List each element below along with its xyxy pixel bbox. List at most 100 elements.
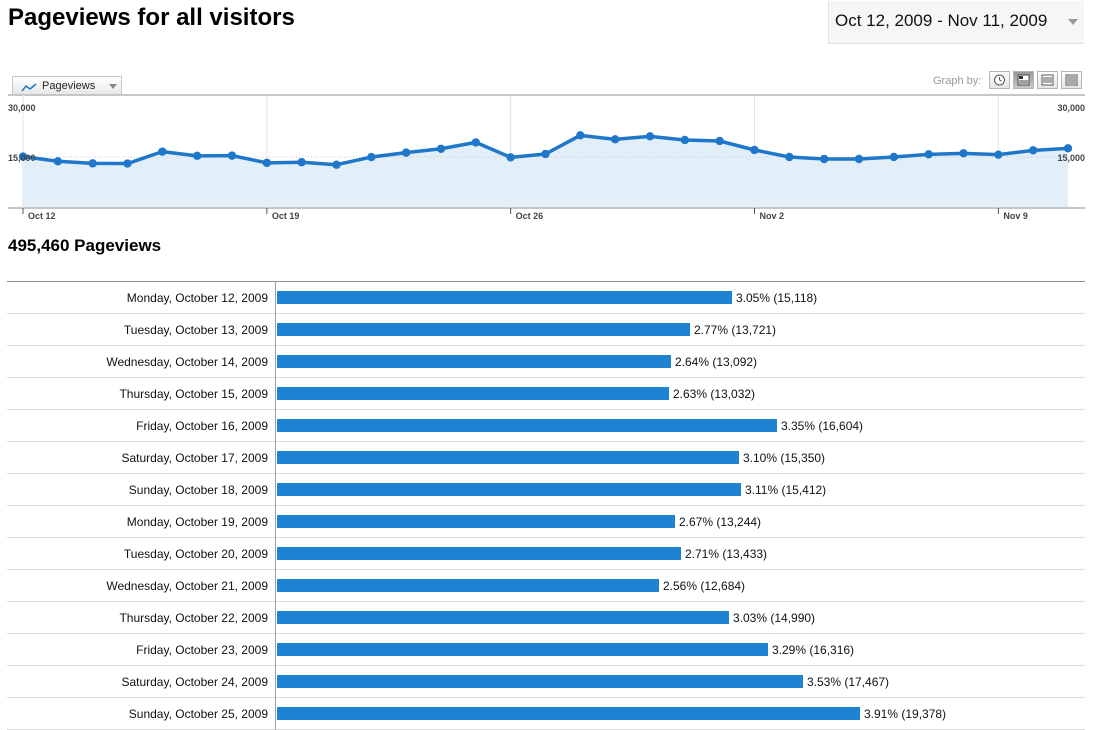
chart-point — [854, 154, 864, 164]
chart-point — [53, 157, 63, 166]
graph-by-label: Graph by: — [933, 75, 982, 87]
row-value: 3.11% (15,412) — [745, 483, 827, 497]
chart-point — [924, 150, 933, 159]
row-bar — [277, 355, 671, 368]
row-date-label: Tuesday, October 13, 2009 — [123, 323, 268, 337]
row-value: 3.53% (17,467) — [807, 675, 890, 689]
chevron-down-icon — [1068, 19, 1078, 25]
row-divider — [275, 602, 276, 634]
chart-point — [436, 144, 446, 153]
pageviews-line-chart: 30,000 15,000 30,000 15,000 Oct 12 Oct 19 Oct … — [8, 94, 1085, 221]
chart-point — [680, 135, 690, 145]
row-date-label: Sunday, October 18, 2009 — [128, 483, 268, 497]
row-value: 3.35% (16,604) — [781, 419, 864, 433]
x-tick-label: Oct 26 — [516, 211, 544, 221]
row-date-label: Wednesday, October 14, 2009 — [106, 355, 268, 369]
row-bar — [277, 291, 732, 304]
y-tick-label-left: 30,000 — [8, 103, 36, 113]
graph-by-hour-button[interactable] — [989, 71, 1010, 89]
chevron-down-icon — [109, 84, 117, 89]
metric-select[interactable]: Pageviews — [12, 76, 122, 94]
graph-by-month-button[interactable] — [1061, 71, 1082, 89]
chart-point — [158, 147, 167, 156]
row-date-label: Monday, October 12, 2009 — [126, 291, 268, 305]
chart-point — [401, 148, 411, 157]
row-divider — [275, 538, 276, 570]
total-pageviews: 495,460 Pageviews — [8, 236, 162, 255]
chart-point — [994, 150, 1003, 159]
row-bar — [277, 675, 803, 688]
row-value: 2.56% (12,684) — [663, 579, 746, 593]
table-row: Saturday, October 17, 2009 3.10% (15,350) — [7, 442, 1085, 474]
row-date-label: Wednesday, October 21, 2009 — [106, 579, 268, 593]
row-divider — [275, 378, 276, 410]
table-row: Thursday, October 22, 2009 3.03% (14,990) — [7, 602, 1085, 634]
row-bar — [277, 483, 741, 496]
row-divider — [275, 698, 276, 730]
graph-by-day-button[interactable] — [1013, 71, 1034, 89]
chart-point — [262, 158, 272, 168]
table-row: Wednesday, October 21, 2009 2.56% (12,684… — [7, 570, 1085, 602]
chart-point — [959, 149, 968, 158]
chart-point — [610, 135, 620, 144]
row-value: 3.03% (14,990) — [733, 611, 816, 625]
row-value: 2.67% (13,244) — [679, 515, 762, 529]
row-date-label: Thursday, October 22, 2009 — [119, 611, 268, 625]
table-row: Monday, October 19, 2009 2.67% (13,244) — [7, 506, 1085, 538]
week-view-icon — [1041, 74, 1054, 86]
row-value: 3.10% (15,350) — [743, 451, 826, 465]
clock-icon — [994, 74, 1005, 86]
chart-point — [332, 160, 341, 169]
row-date-label: Saturday, October 24, 2009 — [121, 675, 268, 689]
metric-select-label: Pageviews — [42, 80, 96, 92]
table-row: Sunday, October 18, 2009 3.11% (15,412) — [7, 474, 1085, 506]
chart-point — [645, 132, 655, 141]
chart-point — [541, 149, 550, 159]
row-divider — [275, 346, 276, 378]
row-bar — [277, 515, 675, 528]
row-divider — [275, 282, 276, 314]
x-tick-label: Nov 9 — [1003, 211, 1028, 221]
table-row: Sunday, October 25, 2009 3.91% (19,378) — [7, 698, 1085, 730]
row-value: 3.29% (16,316) — [772, 643, 855, 657]
row-date-label: Thursday, October 15, 2009 — [119, 387, 268, 401]
chart-point — [227, 151, 237, 160]
row-bar — [277, 643, 768, 656]
chart-point — [819, 154, 829, 164]
row-divider — [275, 410, 276, 442]
row-bar — [277, 387, 669, 400]
table-row: Monday, October 12, 2009 3.05% (15,118) — [7, 282, 1085, 314]
row-divider — [275, 634, 276, 666]
row-date-label: Saturday, October 17, 2009 — [121, 451, 268, 465]
chart-points — [18, 131, 1073, 169]
row-divider — [275, 506, 276, 538]
y-tick-label-right: 15,000 — [1057, 153, 1085, 163]
row-value: 2.63% (13,032) — [673, 387, 756, 401]
row-bar — [277, 611, 729, 624]
row-divider — [275, 666, 276, 698]
chart-point — [367, 152, 376, 162]
graph-by-week-button[interactable] — [1037, 71, 1058, 89]
chart-area-fill — [23, 135, 1068, 207]
table-row: Saturday, October 24, 2009 3.53% (17,467) — [7, 666, 1085, 698]
page-title: Pageviews for all visitors — [8, 4, 295, 31]
chart-point — [18, 152, 28, 161]
row-bar — [277, 323, 690, 336]
date-range-picker[interactable]: Oct 12, 2009 - Nov 11, 2009 — [828, 1, 1084, 44]
day-view-icon — [1017, 74, 1030, 86]
row-date-label: Friday, October 23, 2009 — [136, 643, 268, 657]
row-divider — [275, 570, 276, 602]
chart-point — [506, 153, 515, 162]
y-tick-label-right: 30,000 — [1057, 103, 1085, 113]
row-bar — [277, 579, 659, 592]
table-row: Friday, October 23, 2009 3.29% (16,316) — [7, 634, 1085, 666]
table-row: Tuesday, October 13, 2009 2.77% (13,721) — [7, 314, 1085, 346]
chart-point — [1063, 144, 1073, 153]
row-bar — [277, 451, 739, 464]
x-tick-label: Nov 2 — [760, 211, 785, 221]
y-tick-label-left: 15,000 — [8, 153, 36, 163]
x-tick-label: Oct 12 — [28, 211, 56, 221]
chart-point — [750, 145, 759, 155]
month-view-icon — [1065, 74, 1078, 86]
row-date-label: Friday, October 16, 2009 — [136, 419, 268, 433]
